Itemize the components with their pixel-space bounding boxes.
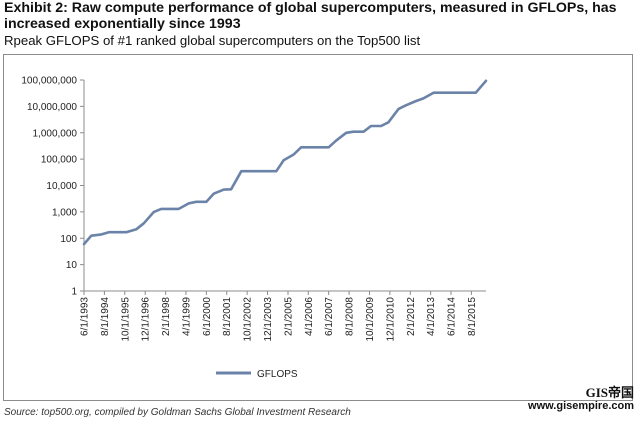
x-axis: 6/1/1993 8/1/1994 10/1/1995 12/1/1996 2/1/19… [80,290,486,342]
x-tick-label: 12/1/2003 [263,297,274,342]
x-tick-label: 8/1/2001 [222,297,233,336]
x-tick-label: 4/1/2013 [426,297,437,336]
y-tick-label: 100,000 [41,155,78,166]
x-tick-label: 8/1/1994 [100,297,111,336]
x-tick-label: 10/1/2002 [243,297,254,342]
x-tick-label: 2/1/1998 [161,297,172,336]
x-tick-label: 10/1/1995 [120,297,131,342]
x-tick-label: 12/1/1996 [141,297,152,342]
x-tick-label: 6/1/2007 [324,297,335,336]
y-tick-label: 100,000,000 [21,76,77,87]
x-tick-label: 2/1/2005 [283,297,294,336]
legend: GFLOPS [216,369,298,380]
legend-label-gflops: GFLOPS [257,369,298,380]
plot-area [82,79,488,246]
x-tick-label: 4/1/2006 [304,297,315,336]
watermark: GIS帝国 www.gisempire.com [528,385,634,413]
y-tick-label: 100 [60,234,77,245]
y-tick-label: 10,000,000 [27,102,77,113]
chart-svg: 1 10 100 1,000 10,000 100,000 1,000,000 10,000,… [21,76,488,380]
y-tick-label: 10,000 [46,181,77,192]
y-tick-label: 1,000 [52,207,77,218]
source-note: Source: top500.org, compiled by Goldman … [4,407,351,418]
y-tick-label: 1,000,000 [33,128,78,139]
chart-frame: 1 10 100 1,000 10,000 100,000 1,000,000 10,000,… [3,54,633,401]
watermark-url: www.gisempire.com [528,400,634,412]
x-tick-label: 10/1/2009 [365,297,376,342]
chart-title: Exhibit 2: Raw compute performance of gl… [4,0,617,32]
y-axis: 1 10 100 1,000 10,000 100,000 1,000,000 10,000,… [21,76,85,298]
x-tick-label: 8/1/2015 [467,297,478,336]
x-tick-label: 8/1/2008 [345,297,356,336]
series-line-gflops [82,79,488,246]
y-tick-label: 10 [66,260,78,271]
x-tick-label: 6/1/1993 [80,297,91,336]
x-tick-label: 12/1/2010 [385,297,396,342]
y-tick-label: 1 [71,287,77,298]
x-tick-label: 2/1/2012 [406,297,417,336]
x-tick-label: 6/1/2000 [202,297,213,336]
x-tick-label: 6/1/2014 [447,297,458,336]
chart-subtitle: Rpeak GFLOPS of #1 ranked global superco… [4,33,421,48]
x-tick-label: 4/1/1999 [181,297,192,336]
watermark-logo: GIS帝国 [585,385,634,400]
